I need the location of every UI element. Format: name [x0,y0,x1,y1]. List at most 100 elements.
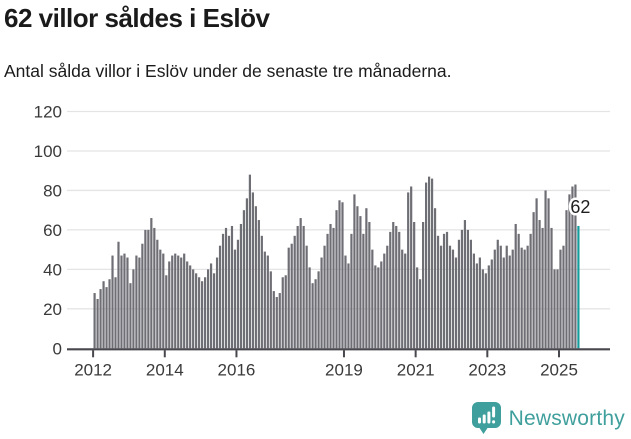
y-tick-label: 0 [53,339,62,358]
bar [189,265,192,349]
bar [102,281,105,349]
bar [293,235,296,349]
logo-exclamation-stem [491,406,495,418]
bar [529,233,532,349]
bar [272,291,275,349]
bar [493,249,496,349]
bar [535,198,538,349]
bar [177,255,180,349]
bar [159,249,162,349]
bar [221,233,225,349]
x-tick-label: 2025 [540,360,578,379]
bar [559,249,562,349]
bar [359,216,362,349]
bar [451,249,455,349]
bar [499,245,502,349]
bar [251,192,254,349]
bar [174,253,177,349]
y-tick-label: 40 [43,260,62,279]
bar [120,255,123,349]
bar [144,229,147,349]
bar [556,269,559,349]
bar [547,198,550,349]
bar [502,257,505,349]
bar [242,210,246,349]
x-tick-label: 2014 [146,360,184,379]
newsworthy-branding: Newsworthy [471,402,625,435]
bar [165,275,168,349]
bar [410,186,413,349]
logo-exclamation-dot [491,420,495,424]
bar [260,235,263,349]
bar [209,263,213,349]
bar [308,267,311,349]
bar [383,253,386,349]
bar [478,257,481,349]
bar [344,255,347,349]
bar [526,245,529,349]
x-tick-label: 2021 [397,360,435,379]
bar [269,271,272,349]
bar [430,178,434,349]
bar [123,253,126,349]
bar [156,239,159,349]
bar [374,265,377,349]
bar [380,261,383,349]
bar [442,233,446,349]
bar [236,239,240,349]
highlighted-bar [577,225,580,349]
bar [332,227,335,349]
bar [490,259,493,349]
bar [320,257,323,349]
bar [511,249,514,349]
bar [553,269,556,349]
bar [550,227,553,349]
bar [368,222,371,349]
bar [389,231,392,349]
bar [407,192,410,349]
logo-bubble-shape [471,402,501,434]
bar [227,235,231,349]
bar [329,223,332,349]
bar [356,206,359,349]
bar [544,190,547,349]
bar [448,245,452,349]
bar [290,243,293,349]
bar [141,243,144,349]
bar [192,269,195,349]
bar [195,273,198,349]
bar [532,212,535,349]
bar [520,247,523,349]
bar [469,239,472,349]
bar [254,206,257,349]
bar [460,229,464,349]
bar [257,220,260,349]
bar [204,277,207,349]
bar [275,296,278,349]
bar [427,176,431,349]
bar [517,233,520,349]
bar [305,245,308,349]
bar [413,222,416,349]
bar [171,255,174,349]
bar [377,267,380,349]
bar [574,184,577,349]
bar [350,233,353,349]
bar [96,298,99,349]
bar [233,249,237,349]
x-tick-label: 2023 [468,360,506,379]
logo-mini-bars [477,406,495,424]
bar [183,253,186,349]
bar [135,255,138,349]
bar [341,202,344,349]
bar [186,261,189,349]
bar [111,255,114,349]
y-tick-label: 20 [43,300,62,319]
bar [523,249,526,349]
bar [326,233,329,349]
bar [323,245,326,349]
bar [353,194,356,349]
bar [457,239,461,349]
bar [335,210,338,349]
bar [287,247,290,349]
